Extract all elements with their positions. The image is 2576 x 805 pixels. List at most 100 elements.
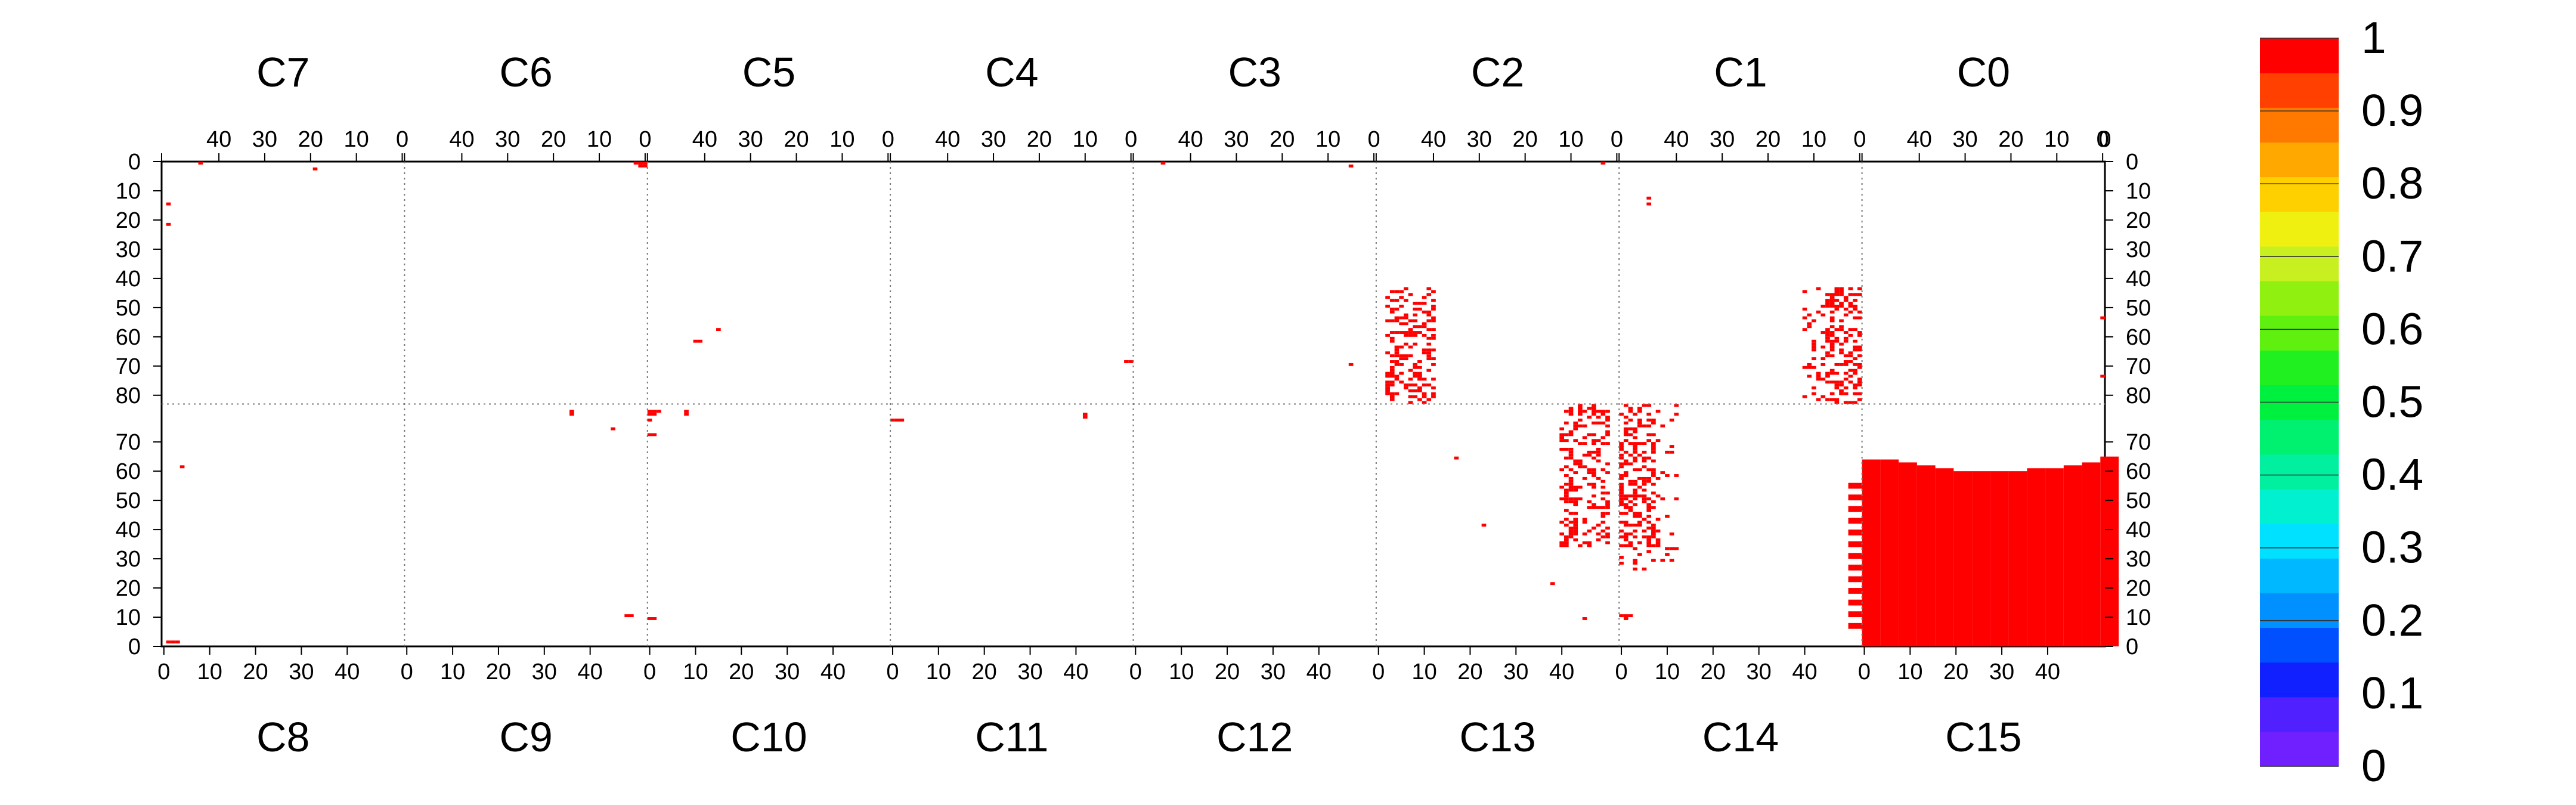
hit-cell-632 <box>1619 453 1624 457</box>
bottom-tick-label: 10 <box>926 660 951 685</box>
hit-cell-141 <box>1431 319 1436 323</box>
hit-cell-635 <box>1568 450 1574 454</box>
hit-cell-510 <box>1605 500 1610 504</box>
hit-cell-231 <box>1385 351 1390 355</box>
hit-cell-206 <box>1413 342 1418 346</box>
hit-cell-389 <box>1665 547 1670 550</box>
left-tick-label: 70 <box>116 354 141 379</box>
hit-cell-375 <box>1834 401 1840 404</box>
hit-cell-263 <box>1853 363 1857 366</box>
hit-cell-210 <box>1812 342 1816 346</box>
hit-cell-275 <box>1802 366 1807 369</box>
colorbar-label: 0.4 <box>2361 450 2423 500</box>
hit-cell-101 <box>1431 304 1436 308</box>
hit-cell-689 <box>1568 430 1574 434</box>
hit-cell-149 <box>1829 319 1835 323</box>
hit-block-edge-54 <box>1848 482 1862 489</box>
hit-cell-238 <box>1399 354 1404 358</box>
hit-cell-415 <box>1646 538 1652 541</box>
hit-cell-176 <box>1389 331 1395 334</box>
right-tick-label: 10 <box>2126 605 2151 630</box>
hit-cell-655 <box>1669 445 1674 448</box>
hit-cell-424 <box>1642 535 1647 538</box>
hit-cell-1 <box>312 167 318 171</box>
hit-cell-370 <box>1422 401 1427 404</box>
hit-cell-353 <box>1829 392 1835 395</box>
hit-cell-710 <box>1623 421 1628 425</box>
hit-cell-592 <box>1651 471 1656 475</box>
hit-cell-152 <box>1403 322 1408 326</box>
right-tick-label: 80 <box>2126 383 2151 408</box>
hit-cell-337 <box>1834 386 1840 390</box>
hit-cell-365 <box>1857 398 1862 401</box>
hit-cell-544 <box>1568 488 1574 492</box>
hit-cell-286 <box>1385 371 1390 375</box>
colorbar-segment-15 <box>2260 211 2339 247</box>
hit-cell-72 <box>1408 293 1413 296</box>
hit-cell-297 <box>1385 374 1390 378</box>
hit-cell-470 <box>1573 518 1578 521</box>
hit-cell-674 <box>1655 439 1661 442</box>
hit-cell-588 <box>1587 471 1592 475</box>
hit-cell-691 <box>1623 430 1628 434</box>
hit-cell-631 <box>1596 453 1601 457</box>
hit-cell-379 <box>1633 561 1637 565</box>
left-tick-label: 30 <box>116 237 141 262</box>
colorbar-label: 0.2 <box>2361 595 2423 645</box>
hit-cell-664 <box>1637 442 1642 445</box>
hit-cell-55 <box>1628 614 1633 618</box>
hit-cell-361 <box>1802 395 1807 398</box>
hit-cell-134 <box>1403 316 1408 320</box>
hit-cell-429 <box>1573 532 1578 535</box>
hit-cell-97 <box>1848 302 1853 305</box>
hit-cell-329 <box>1839 383 1844 387</box>
hit-cell-253 <box>1417 360 1422 363</box>
hit-cell-307 <box>1857 377 1862 381</box>
top-tick-label: 0 <box>1367 127 1380 152</box>
top-tick-label: 20 <box>1513 127 1538 152</box>
hit-cell-50 <box>1550 582 1555 586</box>
hit-cell-23 <box>171 640 176 644</box>
hit-cell-315 <box>1848 380 1853 384</box>
colorbar-label: 0.1 <box>2361 668 2423 718</box>
hit-cell-82 <box>1385 296 1390 299</box>
hit-cell-200 <box>1843 339 1849 343</box>
hit-cell-381 <box>1651 559 1656 562</box>
chip-labels: C7 C6 C5 C4 C3 C2 C1 C0 C8 C9 C10 C11 C12 C13 C14 C15 <box>256 49 2022 760</box>
hit-cell-380 <box>1633 559 1637 562</box>
hit-cell-397 <box>1623 544 1628 547</box>
bottom-tick-label: 40 <box>1063 660 1088 685</box>
hit-cell-474 <box>1600 515 1606 518</box>
hit-cell-258 <box>1431 363 1436 366</box>
hit-cell-347 <box>1389 392 1395 395</box>
hit-cell-95 <box>1417 302 1422 305</box>
colorbar-segment-19 <box>2260 73 2339 108</box>
hit-cell-272 <box>1857 366 1862 369</box>
hit-cell-197 <box>1825 336 1830 340</box>
hit-cell-419 <box>1600 535 1606 538</box>
colorbar-segment-11 <box>2260 350 2339 386</box>
hit-cell-128 <box>1413 313 1418 317</box>
hit-cell-36 <box>652 433 657 436</box>
hit-cell-587 <box>1573 471 1578 475</box>
hit-cell-249 <box>1399 357 1404 361</box>
hit-cell-115 <box>1389 307 1395 311</box>
hit-cell-528 <box>1564 494 1569 498</box>
hit-cell-515 <box>1559 497 1565 501</box>
hit-cell-323 <box>1408 383 1413 387</box>
hit-cell-431 <box>1596 532 1601 535</box>
hit-cell-714 <box>1605 418 1610 422</box>
hit-cell-594 <box>1559 468 1565 472</box>
hit-cell-304 <box>1417 377 1422 381</box>
chip-label-C5: C5 <box>742 49 795 95</box>
hit-cell-310 <box>1816 377 1821 381</box>
hit-cell-68 <box>1839 290 1844 293</box>
chip-label-C10: C10 <box>730 714 807 760</box>
hit-cell-489 <box>1646 509 1652 512</box>
top-tick-label: 20 <box>1998 127 2023 152</box>
hit-cell-494 <box>1605 506 1610 509</box>
hit-cell-519 <box>1578 497 1583 501</box>
hit-cell-690 <box>1605 430 1610 434</box>
hit-cell-435 <box>1651 532 1656 535</box>
bottom-tick-label: 20 <box>486 660 511 685</box>
